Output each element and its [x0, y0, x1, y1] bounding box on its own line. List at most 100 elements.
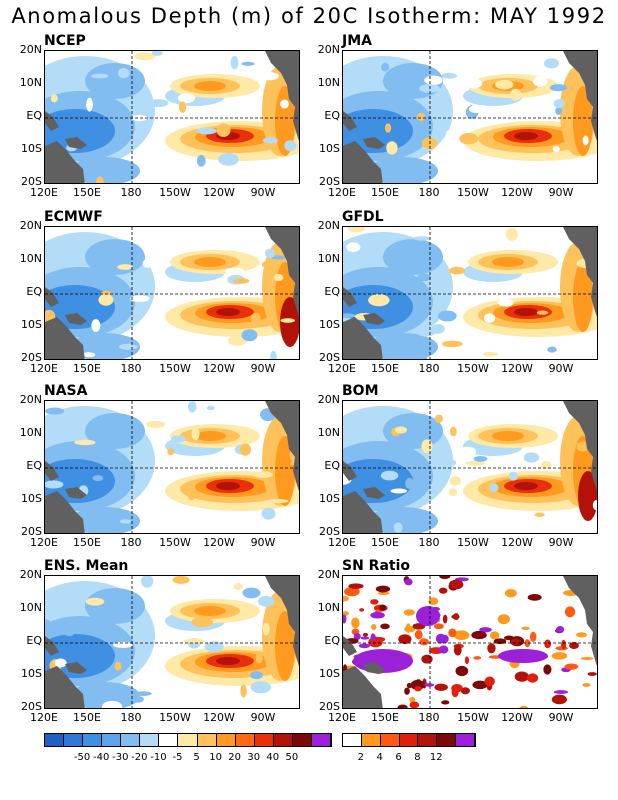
cold-anomaly-region	[343, 109, 413, 153]
colorbar-swatch	[64, 734, 84, 746]
anomaly-speckle	[118, 343, 138, 350]
lon-label: 150E	[371, 186, 399, 199]
anomaly-speckle	[264, 248, 275, 259]
lat-label: EQ	[324, 109, 340, 122]
anomaly-speckle	[91, 319, 101, 332]
anomaly-speckle	[553, 99, 565, 109]
anomaly-speckle	[233, 583, 243, 590]
sn-speckle	[569, 641, 579, 650]
anomaly-speckle	[63, 625, 76, 637]
anomaly-map	[44, 575, 300, 709]
land-east	[265, 51, 299, 141]
anomaly-speckle	[415, 326, 437, 337]
anomaly-speckle	[250, 671, 263, 680]
anomaly-speckle	[113, 641, 133, 648]
anomaly-speckle	[417, 273, 432, 282]
anomaly-speckle	[241, 61, 255, 66]
anomaly-speckle	[85, 597, 105, 606]
sn-speckle	[553, 690, 569, 694]
anomaly-speckle	[489, 483, 499, 492]
warm-anomaly-region	[194, 257, 226, 267]
lat-label: 10S	[319, 142, 340, 155]
lat-label: EQ	[26, 109, 42, 122]
lon-label: 90W	[548, 186, 574, 199]
lat-label: EQ	[324, 459, 340, 472]
anomaly-speckle	[380, 470, 399, 481]
lat-label: 10N	[19, 601, 42, 614]
cold-anomaly-region	[368, 157, 438, 183]
land-west	[343, 111, 385, 183]
lon-label: 180	[120, 711, 142, 724]
anomaly-speckle	[394, 426, 408, 434]
lon-label: 150E	[371, 362, 399, 375]
anomaly-map	[44, 226, 300, 360]
anomaly-speckle	[273, 273, 284, 282]
colorbar-label: -20	[131, 752, 148, 763]
anomaly-speckle	[230, 55, 239, 70]
anomaly-speckle	[576, 441, 590, 452]
cold-anomaly-region	[368, 333, 438, 359]
sn-speckle	[521, 626, 530, 631]
anomaly-speckle	[483, 313, 496, 323]
lon-label: 90W	[250, 536, 276, 549]
lat-label: 10S	[21, 492, 42, 505]
lat-label: 10N	[317, 76, 340, 89]
map-panel: BOM 20N 10N EQ 10S 20S 120E 150E 180 150W 120W 90W	[298, 383, 598, 574]
anomaly-speckle	[259, 72, 279, 81]
anomaly-speckle	[373, 333, 383, 338]
colorbar-sn-ratio	[342, 733, 476, 747]
map-panel: ENS. Mean 20N 10N EQ 10S 20S 120E 150E 180 150W 12…	[0, 558, 300, 749]
lon-label: 120E	[30, 186, 58, 199]
anomaly-speckle	[261, 507, 276, 520]
anomaly-speckle	[45, 480, 64, 489]
anomaly-speckle	[117, 264, 133, 270]
anomaly-speckle	[552, 145, 560, 153]
anomaly-speckle	[119, 519, 132, 524]
sn-speckle	[442, 614, 448, 624]
sn-high-region	[416, 606, 440, 626]
anomaly-speckle	[91, 73, 109, 79]
lon-label: 150W	[159, 186, 191, 199]
anomaly-speckle	[228, 335, 247, 346]
lon-label: 150E	[73, 186, 101, 199]
anomaly-speckle	[533, 76, 548, 87]
lat-label: 20S	[21, 700, 42, 713]
anomaly-speckle	[261, 259, 280, 270]
warm-anomaly-region	[275, 86, 295, 156]
sn-speckle	[472, 680, 488, 690]
cold-anomaly-region	[45, 285, 115, 329]
sn-speckle	[423, 683, 435, 687]
warm-anomaly-region	[216, 657, 240, 665]
anomaly-speckle	[543, 58, 560, 69]
sn-speckle	[524, 639, 531, 648]
anomaly-speckle	[45, 407, 65, 415]
sn-speckle	[576, 632, 587, 638]
lon-label: 180	[418, 362, 440, 375]
lon-label: 120W	[501, 711, 533, 724]
lon-label: 150E	[371, 536, 399, 549]
sn-speckle	[397, 704, 408, 708]
sn-speckle	[414, 630, 423, 640]
lat-label: EQ	[324, 285, 340, 298]
anomaly-speckle	[434, 414, 443, 423]
warm-anomaly-region	[573, 262, 593, 332]
anomaly-map	[44, 400, 300, 534]
anomaly-speckle	[592, 500, 597, 511]
sn-speckle	[421, 654, 433, 664]
anomaly-speckle	[189, 333, 198, 342]
lat-label: 20S	[319, 175, 340, 188]
anomaly-speckle	[130, 295, 150, 302]
lon-label: 150W	[457, 186, 489, 199]
colorbar-swatch	[399, 734, 419, 746]
anomaly-speckle	[495, 79, 514, 90]
lon-label: 120W	[203, 536, 235, 549]
colorbar-label: 10	[209, 752, 222, 763]
sn-speckle	[379, 604, 387, 611]
colorbar-swatch	[343, 734, 362, 746]
lat-label: 20S	[21, 525, 42, 538]
anomaly-speckle	[252, 471, 273, 479]
sn-speckle	[448, 628, 457, 638]
anomaly-speckle	[390, 488, 407, 494]
figure-title: Anomalous Depth (m) of 20C Isotherm: MAY…	[11, 4, 607, 28]
lat-label: 10S	[21, 318, 42, 331]
